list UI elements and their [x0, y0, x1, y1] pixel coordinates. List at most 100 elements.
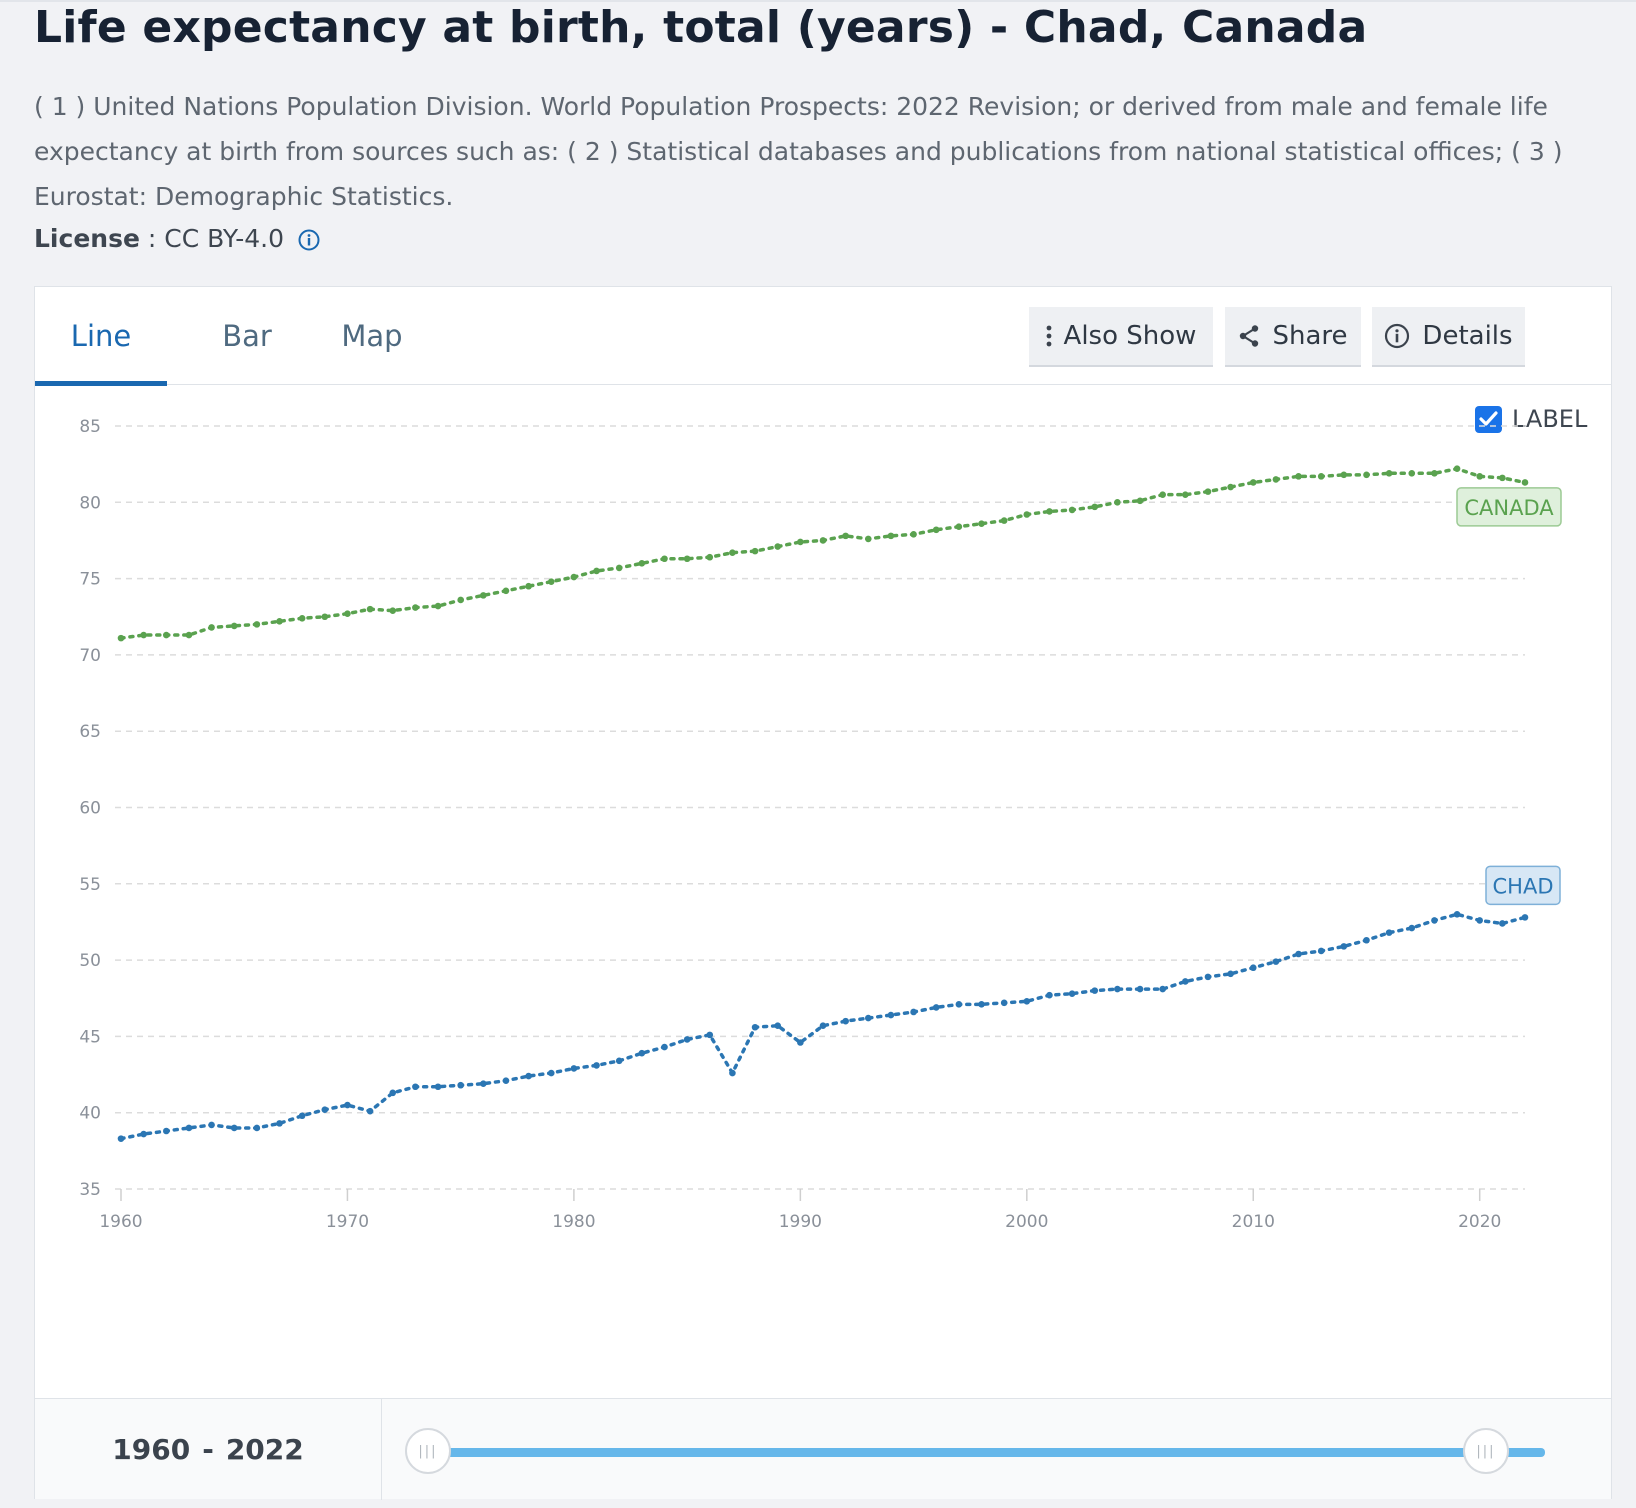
- data-point-canada: [729, 549, 736, 556]
- details-label: Details: [1422, 321, 1513, 351]
- data-point-chad: [1227, 970, 1234, 978]
- data-point-chad: [593, 1062, 600, 1069]
- data-point-canada: [1204, 488, 1212, 495]
- data-point-canada: [298, 614, 306, 622]
- data-point-canada: [1385, 470, 1393, 477]
- data-point-chad: [1521, 914, 1529, 921]
- range-end-handle[interactable]: |||: [1463, 1428, 1509, 1474]
- data-point-canada: [321, 613, 329, 621]
- data-point-chad: [1317, 947, 1325, 955]
- details-button[interactable]: Details: [1372, 307, 1525, 367]
- range-start: 1960: [112, 1433, 191, 1466]
- chart-panel: Line Bar Map Also Show Share Details LAB…: [34, 286, 1612, 1500]
- top-divider: [0, 0, 1636, 2]
- data-point-canada: [117, 634, 125, 642]
- data-point-canada: [774, 543, 782, 550]
- data-point-chad: [162, 1127, 170, 1135]
- source-note: ( 1 ) United Nations Population Division…: [34, 92, 1563, 211]
- data-point-canada: [1340, 471, 1348, 479]
- data-point-chad: [389, 1089, 397, 1097]
- x-tick-label: 2020: [1458, 1212, 1501, 1232]
- data-point-canada: [547, 578, 555, 585]
- more-vertical-icon: [1046, 325, 1051, 347]
- data-point-canada: [1159, 491, 1166, 498]
- data-point-canada: [615, 564, 623, 572]
- tab-map[interactable]: Map: [341, 319, 403, 353]
- range-slider-track[interactable]: [445, 1448, 1545, 1457]
- data-point-canada: [502, 587, 510, 595]
- data-point-chad: [366, 1107, 374, 1115]
- data-point-chad: [638, 1049, 646, 1057]
- range-end: 2022: [225, 1433, 304, 1466]
- data-point-canada: [185, 631, 193, 639]
- data-point-canada: [887, 532, 895, 540]
- data-point-chad: [1385, 929, 1393, 936]
- y-tick-label: 85: [79, 417, 101, 437]
- data-point-canada: [230, 622, 238, 630]
- data-point-chad: [887, 1011, 895, 1019]
- y-tick-label: 40: [79, 1104, 101, 1124]
- tab-line[interactable]: Line: [35, 287, 167, 386]
- y-tick-label: 60: [79, 799, 101, 819]
- data-point-canada: [253, 621, 261, 628]
- data-point-canada: [593, 567, 600, 575]
- series-label-canada: CANADA: [1464, 496, 1554, 520]
- data-point-chad: [1453, 911, 1461, 918]
- share-button[interactable]: Share: [1225, 307, 1361, 367]
- data-point-chad: [1340, 943, 1348, 950]
- data-point-chad: [774, 1022, 782, 1030]
- license-line: License : CC BY-4.0: [34, 224, 320, 253]
- data-point-chad: [932, 1004, 940, 1011]
- series-label-box: [1456, 487, 1562, 527]
- y-tick-label: 50: [79, 951, 101, 971]
- data-point-canada: [1136, 497, 1144, 505]
- data-point-chad: [706, 1031, 714, 1039]
- data-point-canada: [1476, 473, 1484, 480]
- data-point-canada: [1408, 470, 1416, 477]
- x-tick-label: 1970: [326, 1212, 369, 1232]
- page-title: Life expectancy at birth, total (years) …: [34, 2, 1368, 53]
- data-point-canada: [162, 631, 170, 639]
- data-point-canada: [525, 582, 532, 590]
- data-point-canada: [412, 604, 419, 611]
- data-point-chad: [502, 1077, 510, 1084]
- data-point-chad: [230, 1124, 238, 1132]
- data-point-chad: [321, 1106, 329, 1113]
- data-point-canada: [932, 526, 940, 534]
- label-checkbox[interactable]: [1475, 405, 1502, 433]
- data-point-canada: [1431, 470, 1438, 477]
- y-tick-label: 55: [79, 875, 101, 895]
- data-point-canada: [434, 602, 442, 610]
- data-point-chad: [344, 1101, 351, 1109]
- also-show-button[interactable]: Also Show: [1029, 307, 1213, 367]
- data-point-canada: [570, 573, 578, 581]
- label-toggle[interactable]: LABEL: [1475, 405, 1587, 433]
- data-point-chad: [910, 1008, 917, 1016]
- data-point-canada: [1023, 511, 1031, 518]
- data-point-chad: [729, 1069, 736, 1077]
- chart-type-tabs: Line Bar Map Also Show Share Details: [35, 287, 1611, 386]
- series-line-canada: [119, 466, 1527, 640]
- data-point-canada: [1499, 474, 1506, 482]
- x-tick-label: 2010: [1232, 1212, 1275, 1232]
- data-point-canada: [638, 560, 646, 567]
- share-icon: [1240, 325, 1259, 347]
- data-point-canada: [1363, 471, 1370, 479]
- data-point-canada: [389, 607, 397, 614]
- data-point-canada: [480, 592, 487, 599]
- tab-bar[interactable]: Bar: [222, 319, 272, 353]
- y-tick-label: 80: [79, 493, 101, 513]
- data-point-canada: [706, 553, 714, 561]
- data-point-canada: [457, 596, 464, 604]
- data-point-canada: [864, 535, 872, 543]
- data-point-chad: [1159, 985, 1166, 993]
- data-point-canada: [1046, 508, 1053, 515]
- series-label-box: [1485, 865, 1561, 906]
- license-info-icon[interactable]: [298, 228, 320, 250]
- data-point-chad: [208, 1121, 215, 1129]
- range-start-handle[interactable]: |||: [405, 1428, 451, 1474]
- data-point-chad: [457, 1081, 464, 1089]
- data-point-chad: [434, 1083, 442, 1091]
- data-point-chad: [1023, 998, 1031, 1005]
- data-point-chad: [683, 1036, 691, 1043]
